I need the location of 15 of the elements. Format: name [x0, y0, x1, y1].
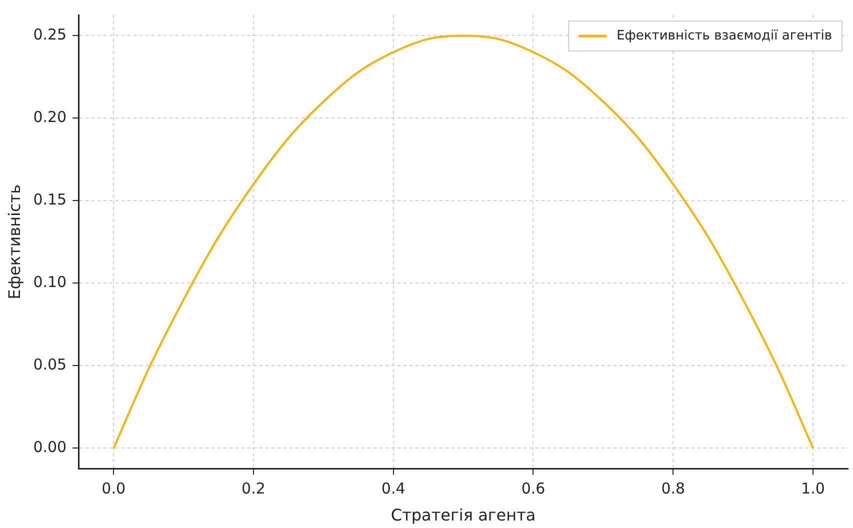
x-tick-label: 0.4	[381, 480, 406, 498]
y-tick-label: 0.15	[33, 190, 67, 209]
y-tick-label: 0.05	[33, 356, 67, 374]
x-tick-label: 1.0	[801, 480, 825, 498]
x-tick-label: 0.0	[102, 480, 126, 498]
x-tick-label: 0.8	[661, 480, 686, 498]
x-axis-title: Стратегія агента	[390, 506, 536, 525]
y-axis-title: Ефективність	[4, 184, 24, 300]
y-tick-label: 0.00	[33, 438, 67, 456]
x-tick-label: 0.2	[242, 480, 266, 498]
y-tick-label: 0.10	[33, 273, 67, 292]
y-tick-label: 0.20	[33, 108, 67, 126]
x-tick-label: 0.6	[521, 480, 546, 498]
y-tick-label: 0.25	[33, 26, 67, 44]
legend-label: Ефективність взаємодії агентів	[616, 28, 832, 44]
